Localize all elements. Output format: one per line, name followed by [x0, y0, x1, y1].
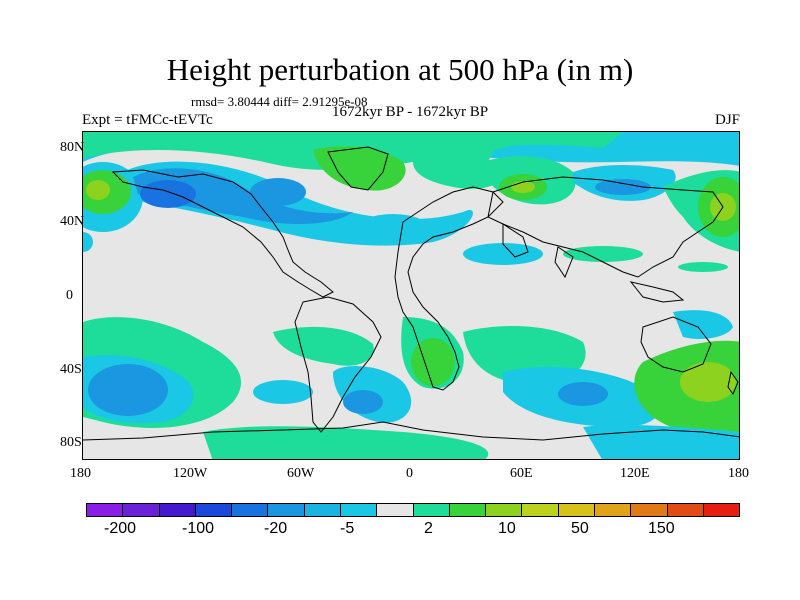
colorbar-label-2: 2 — [424, 520, 433, 537]
y-tick-40n: 40N — [60, 214, 85, 229]
colorbar-label-150: 150 — [648, 520, 675, 537]
colorbar-swatch — [593, 504, 631, 516]
colorbar-swatch — [448, 504, 486, 516]
colorbar — [86, 503, 740, 517]
x-tick-180w: 180 — [70, 466, 91, 481]
colorbar-swatch — [231, 504, 268, 516]
colorbar-label-n100: -100 — [182, 520, 215, 537]
y-tick-80n: 80N — [60, 140, 85, 155]
colorbar-swatch — [412, 504, 449, 516]
y-tick-40s: 40S — [60, 362, 82, 377]
colorbar-label-50: 50 — [571, 520, 589, 537]
colorbar-swatch — [630, 504, 667, 516]
colorbar-swatch — [87, 504, 123, 516]
stats-text: rmsd= 3.80444 diff= 2.91295e-08 — [191, 94, 368, 109]
colorbar-swatch — [158, 504, 195, 516]
season-label: DJF — [714, 112, 740, 128]
colorbar-swatch — [303, 504, 340, 516]
plot-title: Height perturbation at 500 hPa (in m) — [166, 52, 634, 87]
colorbar-swatch — [339, 504, 377, 516]
colorbar-label-n5: -5 — [340, 520, 355, 537]
colorbar-swatch — [267, 504, 304, 516]
y-tick-0: 0 — [66, 288, 73, 303]
y-tick-80s: 80S — [60, 435, 82, 450]
colorbar-swatch — [521, 504, 558, 516]
colorbar-label-n20: -20 — [264, 520, 288, 537]
colorbar-swatch — [702, 504, 740, 516]
x-tick-120w: 120W — [173, 466, 208, 481]
colorbar-swatch — [376, 504, 413, 516]
contour-fill — [83, 132, 739, 459]
coastlines — [83, 146, 739, 441]
colorbar-swatch — [666, 504, 703, 516]
x-tick-0: 0 — [406, 466, 413, 481]
experiment-label: Expt = tFMCc-tEVTc — [82, 112, 213, 128]
colorbar-swatch — [122, 504, 159, 516]
x-tick-60e: 60E — [510, 466, 533, 481]
period-label: 1672kyr BP - 1672kyr BP — [331, 104, 489, 120]
x-tick-120e: 120E — [620, 466, 650, 481]
colorbar-label-n200: -200 — [104, 520, 137, 537]
colorbar-label-10: 10 — [498, 520, 516, 537]
colorbar-swatch — [485, 504, 522, 516]
x-tick-180e: 180 — [728, 466, 749, 481]
colorbar-swatch — [194, 504, 232, 516]
colorbar-swatch — [557, 504, 594, 516]
x-tick-60w: 60W — [287, 466, 315, 481]
map-panel — [82, 131, 740, 460]
